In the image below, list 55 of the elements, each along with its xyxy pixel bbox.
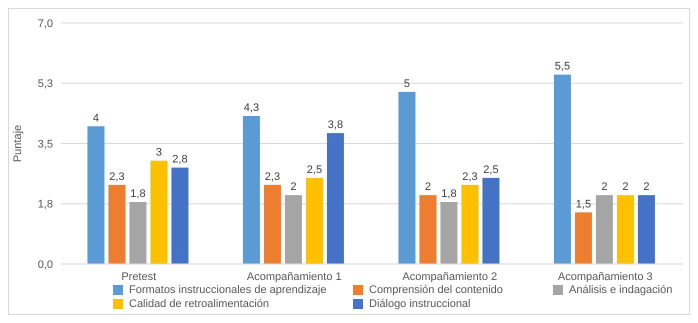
legend-label: Comprensión del contenido (369, 284, 503, 296)
legend-label: Calidad de retroalimentación (129, 298, 270, 310)
bar (596, 195, 613, 264)
data-label: 2,3 (264, 170, 280, 183)
bar (171, 168, 188, 264)
y-tick-label: 5,3 (38, 78, 53, 90)
bar (398, 92, 416, 264)
bar (284, 195, 302, 264)
data-label: 2 (601, 181, 608, 194)
legend-label: Formatos instruccionales de aprendizaje (129, 284, 326, 296)
bar (638, 195, 655, 264)
bar (87, 126, 104, 264)
data-label: 1,8 (130, 188, 146, 200)
bar (440, 202, 458, 264)
data-label: 2 (622, 181, 628, 194)
bar (419, 195, 436, 264)
y-tick-label: 1,8 (38, 198, 53, 211)
data-label: 2,5 (483, 164, 499, 176)
bar (129, 202, 146, 264)
data-label: 5 (404, 78, 410, 90)
y-axis-title: Puntaje (12, 124, 24, 162)
data-label: 2,5 (306, 164, 322, 176)
data-label: 2,3 (462, 170, 478, 183)
bar (242, 116, 260, 264)
data-label: 1,5 (576, 198, 592, 210)
bar (461, 184, 478, 264)
legend-label: Análisis e indagación (569, 284, 672, 296)
bar (306, 178, 323, 264)
bar (574, 212, 592, 264)
bar (150, 160, 168, 264)
data-label: 1,8 (441, 188, 457, 200)
x-tick-label: Acompañamiento 1 (246, 270, 342, 283)
y-tick-label: 7,0 (38, 18, 53, 30)
x-tick-label: Acompañamiento 2 (402, 270, 498, 283)
x-tick-label: Pretest (121, 270, 156, 283)
bar (264, 184, 281, 264)
data-label: 2 (290, 181, 296, 194)
data-label: 2,8 (172, 154, 188, 166)
bar (616, 195, 634, 264)
data-label: 4,3 (244, 102, 260, 114)
data-label: 3,8 (328, 119, 344, 132)
bar (108, 184, 126, 264)
data-label: 2 (643, 181, 650, 194)
x-tick-label: Acompañamiento 3 (558, 270, 653, 283)
bar (554, 74, 571, 264)
data-label: 4 (92, 112, 99, 124)
y-tick-label: 3,5 (38, 138, 53, 150)
data-label: 2,3 (109, 170, 125, 183)
legend-label: Diálogo instruccional (369, 298, 470, 310)
y-tick-label: 0,0 (38, 258, 53, 271)
data-label: 5,5 (554, 60, 570, 73)
data-label: 3 (156, 146, 162, 159)
bar (482, 178, 500, 264)
bar (326, 133, 344, 264)
data-label: 2 (424, 181, 431, 194)
